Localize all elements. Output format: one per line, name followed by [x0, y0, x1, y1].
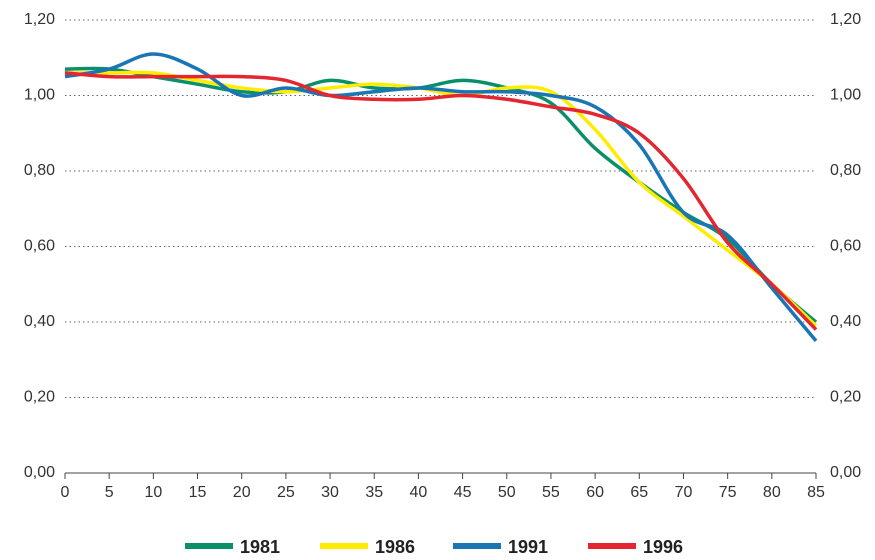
legend-label: 1986: [375, 537, 415, 557]
y-tick-label: 0,40: [24, 313, 55, 330]
x-tick-label: 25: [277, 484, 295, 501]
legend-label: 1996: [643, 537, 683, 557]
line: [64, 71, 818, 331]
x-tick-label: 0: [61, 484, 70, 501]
y-tick-label-right: 0,00: [830, 464, 861, 481]
y-tick-label-right: 0,20: [830, 389, 861, 406]
x-tick-label: 60: [586, 484, 604, 501]
x-tick-label: 5: [105, 484, 114, 501]
y-tick-label-right: 0,60: [830, 238, 861, 255]
y-tick-label: 0,00: [24, 464, 55, 481]
x-tick-label: 85: [807, 484, 825, 501]
x-tick-label: 70: [675, 484, 693, 501]
y-tick-label-right: 1,00: [830, 87, 861, 104]
y-tick-label-right: 1,20: [830, 11, 861, 28]
x-tick-label: 40: [410, 484, 428, 501]
y-tick-label: 0,60: [24, 238, 55, 255]
x-tick-label: 50: [498, 484, 516, 501]
x-tick-label: 45: [454, 484, 472, 501]
x-tick-label: 30: [321, 484, 339, 501]
y-tick-label: 1,00: [24, 87, 55, 104]
x-tick-label: 10: [144, 484, 162, 501]
x-tick-label: 65: [630, 484, 648, 501]
legend-label: 1991: [508, 537, 548, 557]
x-tick-label: 15: [189, 484, 207, 501]
x-tick-label: 80: [763, 484, 781, 501]
x-tick-label: 20: [233, 484, 251, 501]
y-tick-label: 0,80: [24, 162, 55, 179]
line: [65, 70, 818, 328]
legend-label: 1981: [240, 537, 280, 557]
x-tick-label: 55: [542, 484, 560, 501]
y-tick-label-right: 0,40: [830, 313, 861, 330]
y-tick-label: 0,20: [24, 389, 55, 406]
y-tick-label-right: 0,80: [830, 162, 861, 179]
x-tick-label: 35: [365, 484, 383, 501]
y-tick-label: 1,20: [24, 11, 55, 28]
x-tick-label: 75: [719, 484, 737, 501]
line: [64, 66, 818, 324]
line: [64, 52, 818, 342]
